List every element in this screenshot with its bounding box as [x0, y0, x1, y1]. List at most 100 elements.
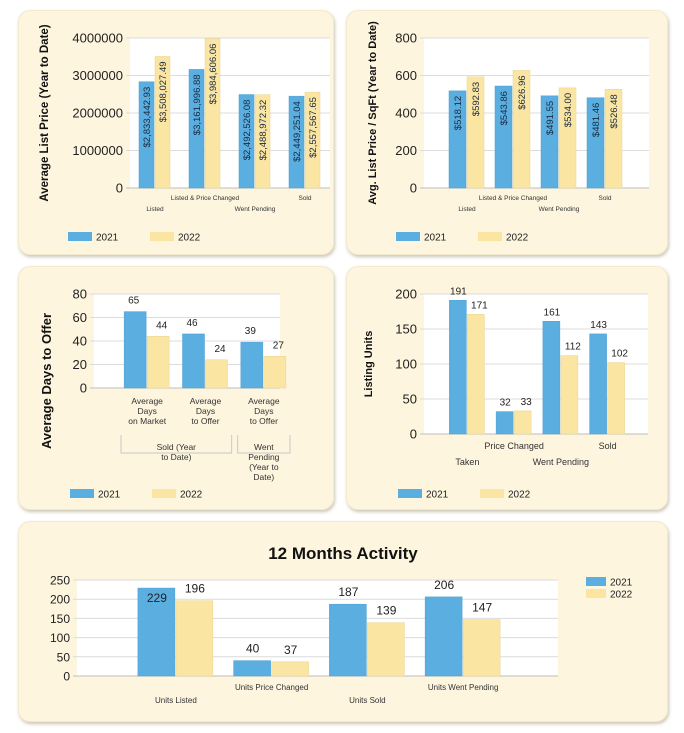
x-category-label: Units Went Pending	[428, 683, 499, 692]
bar-2021-2	[329, 603, 367, 677]
x-category-label: Went Pending	[539, 206, 580, 213]
y-tick-label: 250	[50, 574, 70, 588]
chart-title: 12 Months Activity	[268, 544, 418, 563]
x-group-label: (Year to	[249, 462, 279, 472]
bar-2022-2	[367, 622, 405, 677]
y-tick-label: 100	[395, 357, 417, 372]
data-label: 37	[284, 643, 298, 657]
y-tick-label: 0	[410, 427, 417, 442]
legend-label-2021: 2021	[424, 233, 447, 244]
legend-label-2021: 2021	[610, 578, 633, 589]
y-axis-title: Listing Units	[363, 331, 375, 398]
data-label: 102	[611, 349, 628, 360]
x-group-label: Went	[254, 442, 274, 452]
y-tick-label: 0	[63, 670, 70, 684]
y-tick-label: 0	[116, 181, 123, 196]
y-tick-label: 20	[73, 357, 87, 372]
data-label: $2,492,526.08	[242, 100, 253, 161]
bar-2022-2	[560, 355, 579, 435]
y-tick-label: 150	[395, 322, 417, 337]
data-label: $592.83	[471, 82, 482, 116]
twelve-months-activity-chart: 12 Months Activity 0 50 100 150 200 250 229 40 18…	[50, 544, 633, 705]
y-tick-label: 40	[73, 334, 87, 349]
avg-list-price-card: Average List Price (Year to Date) 0 100000…	[18, 10, 334, 255]
listing-units-chart: Listing Units 0 50 100 150 200 191 32 161 143 171 3…	[363, 286, 648, 501]
legend-label-2021: 2021	[98, 490, 121, 501]
bar-2022-0	[154, 56, 171, 189]
x-group-label: to Date)	[161, 452, 191, 462]
legend-swatch-2022	[586, 589, 606, 598]
x-category-label: Days	[254, 406, 273, 416]
bar-2022-3	[304, 91, 321, 189]
x-category-label: Went Pending	[533, 457, 589, 467]
x-category-label: Sold	[599, 441, 617, 451]
data-label: 147	[472, 601, 492, 615]
x-category-label: Days	[137, 406, 156, 416]
bar-2022-3	[604, 89, 623, 189]
bar-2021-2	[240, 341, 264, 389]
x-category-label: Taken	[455, 457, 479, 467]
bar-2022-3	[607, 362, 625, 435]
bar-2022-0	[146, 336, 170, 389]
data-label: 161	[544, 307, 561, 318]
bar-2021-0	[123, 311, 147, 389]
data-label: 46	[186, 318, 198, 329]
data-label: 32	[500, 398, 512, 409]
x-group-label: Date)	[253, 472, 274, 482]
x-category-label: Units Sold	[349, 696, 385, 705]
bar-2021-0	[137, 587, 176, 677]
x-category-label: Listed & Price Changed	[479, 195, 548, 202]
data-label: 191	[450, 286, 467, 297]
y-tick-label: 4000000	[72, 31, 123, 46]
avg-days-offer-card: Average Days to Offer 0 20 40 60 80 65 46 39 44 24…	[18, 266, 334, 510]
y-tick-label: 1000000	[72, 143, 123, 158]
x-group-label: Sold (Year	[157, 442, 197, 452]
bar-2021-0	[448, 90, 467, 189]
legend-swatch-2022	[152, 489, 176, 498]
data-label: 206	[434, 578, 454, 592]
data-label: 65	[128, 296, 140, 307]
bar-2021-2	[540, 95, 559, 189]
data-label: $518.12	[453, 96, 464, 130]
bar-2022-1	[512, 70, 531, 189]
legend-label-2022: 2022	[508, 490, 531, 501]
group-bracket	[120, 435, 233, 454]
data-label: $3,161,996.88	[192, 74, 203, 135]
x-category-label: Price Changed	[484, 441, 544, 451]
data-label: 27	[273, 340, 285, 351]
y-tick-label: 150	[50, 612, 70, 626]
y-tick-label: 0	[410, 181, 417, 196]
x-category-label: Listed & Price Changed	[171, 195, 240, 202]
y-tick-label: 3000000	[72, 68, 123, 83]
legend-swatch-2022	[480, 489, 504, 498]
x-category-label: Listed	[146, 206, 164, 213]
bar-2021-1	[495, 411, 514, 435]
data-label: $534.00	[563, 93, 574, 127]
avg-list-price-chart: Average List Price (Year to Date) 0 100000…	[39, 24, 330, 244]
data-label: 39	[245, 326, 257, 337]
data-label: 24	[214, 344, 226, 355]
legend-swatch-2022	[478, 232, 502, 241]
data-label: 44	[156, 320, 168, 331]
legend-swatch-2021	[398, 489, 422, 498]
group-bracket	[237, 435, 291, 454]
y-tick-label: 200	[395, 287, 417, 302]
x-category-label: Average	[131, 396, 163, 406]
y-tick-label: 80	[73, 287, 87, 302]
bar-2022-3	[462, 619, 501, 677]
twelve-months-activity-card: 12 Months Activity 0 50 100 150 200 250 229 40 18…	[18, 521, 668, 722]
legend-label-2022: 2022	[610, 590, 633, 601]
x-category-label: Went Pending	[235, 206, 276, 213]
data-label: $2,833,442.93	[142, 87, 153, 148]
legend-label-2021: 2021	[426, 490, 449, 501]
bar-2021-3	[288, 95, 305, 189]
bar-2022-2	[254, 94, 271, 189]
bar-2021-1	[188, 69, 205, 189]
y-tick-label: 400	[395, 106, 417, 121]
legend-swatch-2021	[586, 577, 606, 586]
data-label: $481.46	[591, 103, 602, 137]
avg-price-sqft-chart: Avg. List Price / SqFt (Year to Date) 0 20…	[367, 21, 649, 244]
x-group-label: Pending	[248, 452, 279, 462]
listing-units-card: Listing Units 0 50 100 150 200 191 32 161 143 171 3…	[346, 266, 668, 510]
x-category-label: Sold	[598, 195, 611, 202]
